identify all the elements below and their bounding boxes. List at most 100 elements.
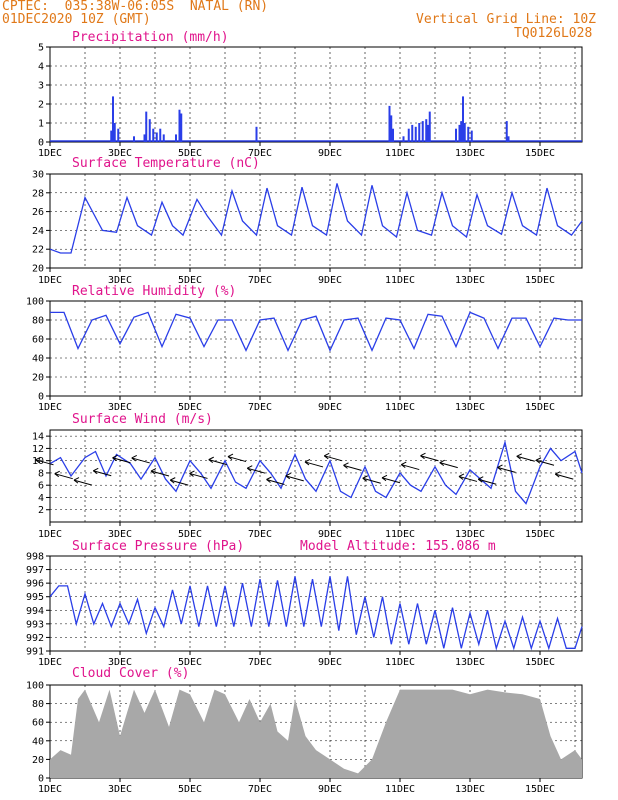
precip-bar [178, 109, 181, 142]
wind-arrow-head [420, 452, 426, 460]
precip-bar [407, 128, 410, 142]
precip-bar [175, 134, 177, 142]
wind-ytick-label: 14 [32, 432, 44, 443]
cloud-ytick-label: 100 [26, 681, 44, 692]
wind-arrow-head [150, 468, 157, 475]
precip-bar [470, 130, 473, 142]
wind-arrow-head [227, 453, 234, 460]
precip-bar [180, 113, 183, 142]
wind-arrow-head [112, 454, 118, 462]
wind-frame [49, 429, 583, 523]
cloud-xtick-label: 11DEC [385, 784, 415, 795]
pressure-annotation: Model Altitude: 155.086 m [300, 539, 496, 554]
pressure-xtick-label: 5DEC [178, 657, 202, 668]
wind-arrow-head [169, 477, 176, 484]
precip-bar [112, 96, 114, 142]
wind-arrow-head [535, 457, 542, 464]
wind-arrow [304, 461, 324, 468]
precip-xtick-label: 15DEC [525, 148, 555, 159]
grid-line-header: Vertical Grid Line: 10Z [416, 12, 597, 27]
wind-xtick-label: 3DEC [108, 529, 132, 540]
cloud-ytick-label: 80 [32, 699, 44, 710]
precip-bar [152, 128, 155, 142]
precip-bar [117, 128, 120, 142]
wind-ytick-label: 6 [38, 481, 44, 492]
pressure-ytick-label: 993 [26, 619, 44, 630]
rh-xtick-label: 9DEC [318, 402, 342, 413]
precip-bar [425, 119, 428, 142]
wind-arrow-head [208, 456, 214, 464]
wind-arrow [324, 455, 343, 462]
wind-arrow-head [497, 464, 503, 471]
cloud-ytick-label: 40 [32, 736, 44, 747]
precip-bar [110, 130, 113, 142]
cloud-xtick-label: 7DEC [248, 784, 272, 795]
wind-arrow [208, 459, 227, 466]
wind-arrow [555, 473, 574, 480]
pressure-xtick-label: 7DEC [248, 657, 272, 668]
temp-xtick-label: 3DEC [108, 275, 132, 286]
precip-bar [113, 123, 116, 142]
wind-arrow-head [554, 471, 561, 478]
wind-arrow [112, 457, 131, 464]
wind-arrow-head [304, 458, 311, 466]
cloud-xtick-label: 1DEC [38, 784, 62, 795]
wind-arrow [458, 475, 478, 482]
wind-arrow [54, 473, 73, 480]
precip-xtick-label: 9DEC [318, 148, 342, 159]
wind-arrow [362, 477, 381, 484]
wind-xtick-label: 1DEC [38, 529, 62, 540]
rh-xtick-label: 1DEC [38, 402, 62, 413]
precip-xtick-label: 13DEC [455, 148, 485, 159]
wind-title: Surface Wind (m/s) [72, 412, 213, 427]
precip-bar [458, 124, 461, 142]
wind-arrow [478, 478, 497, 485]
cloud-xtick-label: 3DEC [108, 784, 132, 795]
temp-ytick-label: 20 [32, 264, 44, 275]
cloud-xtick-label: 5DEC [178, 784, 202, 795]
wind-arrow-head [285, 472, 291, 480]
wind-arrow-head [400, 461, 407, 468]
wind-arrow-head [477, 476, 484, 483]
rh-ytick-label: 100 [26, 297, 44, 308]
cloud-ytick-label: 60 [32, 718, 44, 729]
rh-xtick-label: 15DEC [525, 402, 555, 413]
wind-arrow [420, 455, 439, 462]
wind-arrow-head [362, 475, 368, 482]
precip-bar [390, 115, 393, 142]
wind-arrow-head [323, 452, 330, 460]
wind-arrow [516, 455, 535, 462]
precip-bar [414, 126, 417, 142]
pressure-ytick-label: 997 [26, 565, 44, 576]
wind-arrow [93, 470, 112, 477]
precip-bar [507, 136, 510, 142]
temp-ytick-label: 28 [32, 188, 44, 199]
pressure-xtick-label: 13DEC [455, 657, 485, 668]
precip-bar [428, 111, 431, 142]
pressure-xtick-label: 9DEC [318, 657, 342, 668]
rh-xtick-label: 11DEC [385, 402, 415, 413]
temp-ytick-label: 22 [32, 245, 44, 256]
precip-bar [148, 119, 151, 142]
precip-bar [388, 105, 391, 142]
precip-bar [467, 126, 470, 142]
precip-bar [421, 121, 424, 142]
code-header: TQ0126L028 [514, 26, 593, 41]
precip-title: Precipitation (mm/h) [72, 30, 229, 45]
wind-arrow [35, 459, 54, 466]
precip-bar [411, 124, 414, 142]
wind-arrow [497, 466, 516, 473]
precip-bar [143, 134, 146, 142]
temp-xtick-label: 11DEC [385, 275, 415, 286]
precip-bar [418, 123, 421, 142]
cloud-xtick-label: 15DEC [525, 784, 555, 795]
pressure-frame [49, 555, 583, 652]
pressure-ytick-label: 996 [26, 579, 44, 590]
wind-xtick-label: 11DEC [385, 529, 415, 540]
wind-arrow-head [246, 465, 253, 472]
pressure-ytick-label: 998 [26, 552, 44, 563]
precip-xtick-label: 1DEC [38, 148, 62, 159]
wind-arrow-head [131, 454, 137, 462]
precip-xtick-label: 11DEC [385, 148, 415, 159]
temp-xtick-label: 13DEC [455, 275, 485, 286]
